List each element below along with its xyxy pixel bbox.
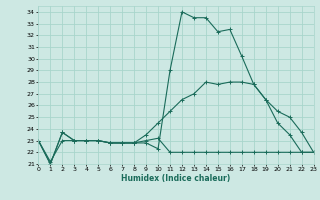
X-axis label: Humidex (Indice chaleur): Humidex (Indice chaleur) (121, 174, 231, 183)
